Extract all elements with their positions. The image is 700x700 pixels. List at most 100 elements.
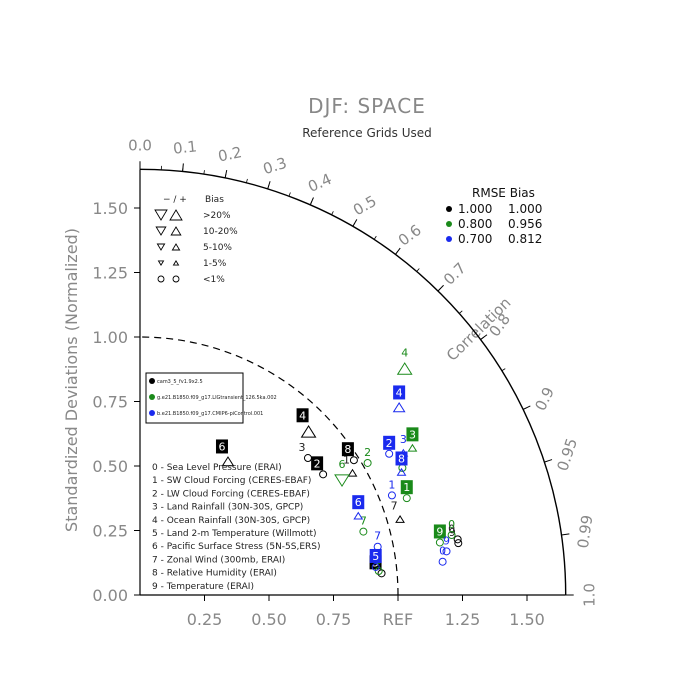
correlation-tick-label: 0.9	[531, 384, 558, 413]
series-0-point-4-marker	[300, 425, 317, 438]
series-0-point-6-box	[215, 439, 228, 454]
y-tick-label: 1.50	[92, 199, 128, 218]
series-2-point-1-label: 1	[388, 478, 395, 491]
series-2-point-2-label: 2	[386, 437, 393, 450]
bias-legend-up-triangle	[169, 209, 183, 221]
bias-legend-down-triangle	[156, 243, 166, 251]
variable-legend-item: 0 - Sea Level Pressure (ERAI)	[152, 463, 282, 473]
rmse-legend-dot	[446, 221, 452, 227]
legend-layer: − / + Bias >20% 10-20% 5-10% 1-5% <1% RMSE Bias…	[145, 186, 542, 592]
correlation-minor-tick	[395, 251, 399, 255]
correlation-tick-label: 0.3	[261, 154, 289, 178]
bias-legend-label: 10-20%	[203, 227, 238, 237]
rmse-legend-bias: 1.000	[508, 202, 542, 216]
variable-legend-item: 3 - Land Rainfall (30N-30S, GPCP)	[152, 503, 303, 513]
series-0-point-2-marker	[319, 470, 328, 479]
series-0-point-6-marker	[221, 456, 235, 467]
correlation-minor-tick	[309, 201, 313, 205]
series-2-point-3-label: 3	[400, 433, 407, 446]
correlation-minor-tick	[352, 222, 356, 227]
series-2-point-9-marker	[442, 547, 451, 556]
correlation-tick-label: 0.7	[440, 259, 470, 289]
series-0-point-0-marker	[453, 535, 462, 544]
correlation-tick-label: 0.6	[395, 221, 425, 250]
rmse-legend-header: RMSE Bias	[472, 186, 535, 200]
variable-legend-item: 4 - Ocean Rainfall (30N-30S, GPCP)	[152, 516, 310, 526]
correlation-minor-tick	[544, 460, 549, 463]
bias-legend-circle-plus	[172, 275, 180, 283]
series-1-point-0-label: 0	[448, 518, 455, 531]
chart-title: DJF: SPACE	[308, 94, 426, 118]
series-0-point-6-label: 6	[218, 440, 225, 453]
variable-legend-item: 8 - Relative Humidity (ERAI)	[152, 569, 277, 579]
rmse-legend-dot	[446, 236, 452, 242]
x-tick-label: 0.75	[316, 610, 352, 629]
series-0-point-8-marker	[349, 456, 358, 465]
series-0-point-1-marker	[347, 468, 358, 477]
series-0-point-0-label: 0	[448, 522, 455, 535]
correlation-minor-tick	[224, 173, 227, 178]
bias-legend-label: >20%	[203, 211, 231, 221]
correlation-tick	[561, 533, 570, 536]
correlation-tick-label: 0.4	[305, 170, 334, 196]
series-2-point-4-box	[393, 385, 406, 400]
series-1-point-2-label: 2	[364, 446, 371, 459]
case-legend-label: b.e21.B1850.f09_g17.CMIP6-piControl.001	[157, 411, 263, 417]
outer-arc	[139, 168, 567, 596]
bias-legend-circle-minus	[157, 275, 165, 283]
series-0-point-4-box	[296, 408, 309, 423]
bias-legend-label: <1%	[203, 275, 225, 285]
y-tick-label: 0.25	[92, 522, 128, 541]
correlation-minor-tick	[459, 310, 463, 314]
series-0-point-7-marker	[395, 515, 405, 523]
bias-legend-down-triangle	[157, 260, 165, 266]
y-tick-label: 0.50	[92, 457, 128, 476]
series-2-point-8-label: 8	[398, 452, 405, 465]
bias-legend-down-triangle	[155, 226, 167, 236]
bias-legend-bias-header: Bias	[205, 195, 224, 205]
bias-legend-down-triangle	[154, 209, 168, 221]
series-1-point-3-marker	[407, 443, 418, 452]
correlation-minor-tick	[373, 235, 377, 240]
rmse-legend-rmse: 0.800	[458, 217, 492, 231]
series-2-point-8-marker	[396, 467, 407, 476]
series-1-point-1-marker	[402, 494, 411, 503]
correlation-minor-tick	[416, 268, 420, 272]
series-0-point-8-box	[341, 442, 354, 457]
y-tick-label: 0.00	[92, 586, 128, 605]
series-1-point-3-box	[406, 427, 419, 442]
series-0-point-7-label: 7	[391, 500, 398, 513]
case-legend-dot	[149, 394, 155, 400]
correlation-minor-tick	[480, 336, 485, 340]
series-0-point-2-label: 2	[314, 457, 321, 470]
x-tick-label: 0.50	[251, 610, 287, 629]
series-1-point-9-box	[433, 524, 446, 539]
correlation-minor-tick	[331, 211, 334, 216]
y-tick-label: 1.25	[92, 264, 128, 283]
series-2-point-6-marker	[353, 511, 364, 520]
x-tick-label: REF	[383, 610, 413, 629]
series-1-point-7-marker	[359, 527, 368, 536]
rmse-legend-bias: 0.812	[508, 232, 542, 246]
variable-legend-item: 5 - Land 2-m Temperature (Willmott)	[152, 529, 317, 539]
series-0-point-2-box	[311, 456, 324, 471]
correlation-minor-tick	[246, 178, 248, 183]
correlation-tick-label: 0.95	[553, 436, 581, 473]
series-2-point-9-label: 9	[443, 534, 450, 547]
series-1-point-4-marker	[396, 362, 413, 375]
rmse-legend-dot	[446, 206, 452, 212]
series-2-point-6-box	[352, 495, 365, 510]
series-0-point-9-label: 9	[449, 526, 456, 539]
x-tick-label: 1.50	[509, 610, 545, 629]
variable-legend-item: 2 - LW Cloud Forcing (CERES-EBAF)	[152, 489, 310, 499]
bias-legend-up-triangle	[172, 260, 180, 266]
rmse-legend-rmse: 1.000	[458, 202, 492, 216]
series-0-point-4-label: 4	[299, 409, 306, 422]
series-2-point-2-box	[383, 435, 396, 450]
correlation-tick-label: 0.2	[216, 143, 243, 165]
series-0-point-9-marker	[454, 539, 463, 548]
series-2-point-7-label: 7	[374, 530, 381, 543]
bias-legend-up-triangle	[171, 243, 181, 251]
rmse-legend-bias: 0.956	[508, 217, 542, 231]
marks-layer: 012345678901234567890123456789	[215, 346, 463, 578]
